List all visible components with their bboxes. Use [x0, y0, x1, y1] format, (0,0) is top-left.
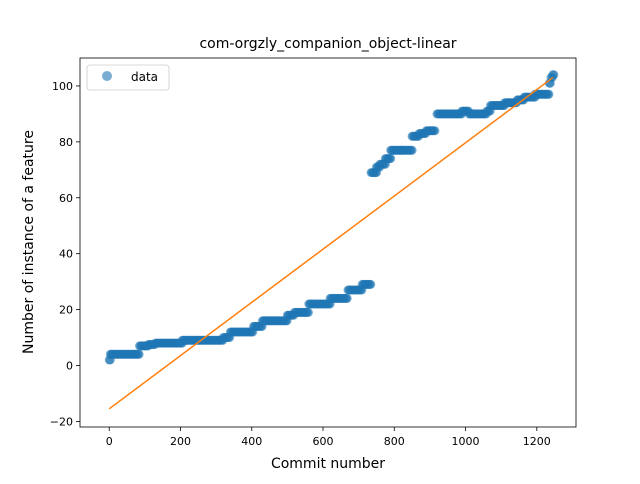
- data-layer: [104, 70, 559, 365]
- data-point: [386, 154, 396, 164]
- x-tick-label: 600: [313, 435, 334, 448]
- y-tick-label: 20: [59, 304, 73, 317]
- y-axis-label: Number of instance of a feature: [21, 130, 37, 354]
- data-point: [430, 126, 440, 136]
- x-tick-label: 1200: [523, 435, 551, 448]
- y-tick-label: 100: [52, 80, 73, 93]
- x-tick-label: 1000: [452, 435, 480, 448]
- x-tick-label: 200: [170, 435, 191, 448]
- data-point: [544, 89, 554, 99]
- chart-title: com-orgzly_companion_object-linear: [199, 36, 456, 52]
- y-tick-label: 0: [66, 360, 73, 373]
- y-tick-label: −20: [50, 415, 73, 428]
- x-tick-label: 0: [106, 435, 113, 448]
- x-tick-label: 800: [384, 435, 405, 448]
- plot-frame: [79, 57, 577, 428]
- legend-marker-data: [102, 71, 112, 81]
- data-point: [549, 70, 559, 80]
- data-point: [366, 279, 376, 289]
- legend-label-data: data: [131, 70, 158, 84]
- y-axis-ticks: −20 0 20 40 60 80 100: [50, 80, 80, 428]
- y-tick-label: 40: [59, 248, 73, 261]
- legend: data: [86, 64, 170, 91]
- y-tick-label: 60: [59, 192, 73, 205]
- y-tick-label: 80: [59, 136, 73, 149]
- data-point: [407, 145, 417, 155]
- x-axis-ticks: 0 200 400 600 800 1000 1200: [106, 427, 551, 448]
- x-tick-label: 400: [241, 435, 262, 448]
- fit-layer: [108, 76, 554, 410]
- x-axis-label: Commit number: [271, 456, 385, 472]
- data-point: [342, 293, 352, 303]
- data-point: [303, 307, 313, 317]
- data-point: [134, 349, 144, 359]
- fit-line: [108, 76, 554, 410]
